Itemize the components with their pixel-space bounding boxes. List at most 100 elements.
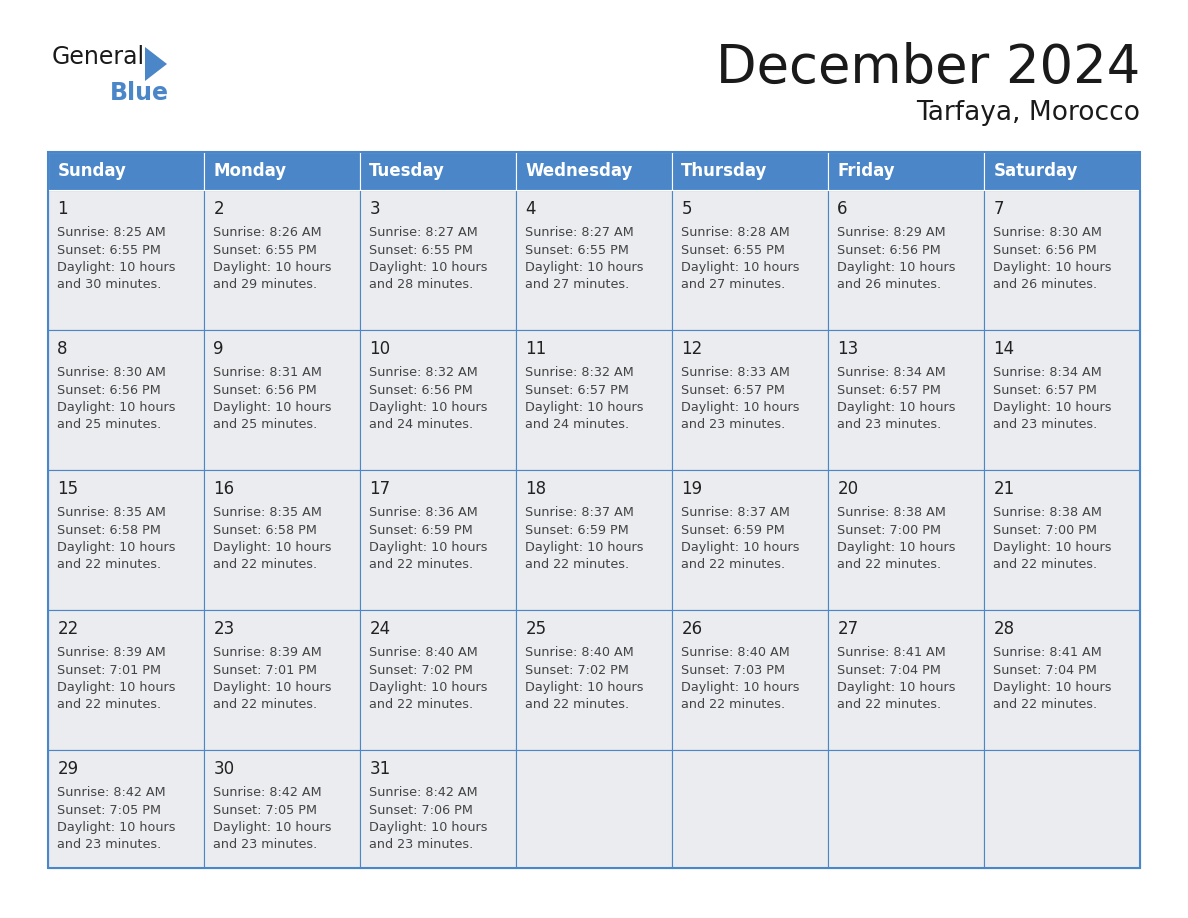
Text: Sunrise: 8:35 AM
Sunset: 6:58 PM
Daylight: 10 hours
and 22 minutes.: Sunrise: 8:35 AM Sunset: 6:58 PM Dayligh…: [214, 506, 331, 572]
Text: Sunrise: 8:30 AM
Sunset: 6:56 PM
Daylight: 10 hours
and 25 minutes.: Sunrise: 8:30 AM Sunset: 6:56 PM Dayligh…: [57, 366, 176, 431]
Text: Sunrise: 8:38 AM
Sunset: 7:00 PM
Daylight: 10 hours
and 22 minutes.: Sunrise: 8:38 AM Sunset: 7:00 PM Dayligh…: [838, 506, 956, 572]
Text: Sunrise: 8:40 AM
Sunset: 7:02 PM
Daylight: 10 hours
and 22 minutes.: Sunrise: 8:40 AM Sunset: 7:02 PM Dayligh…: [369, 646, 488, 711]
Text: Sunrise: 8:42 AM
Sunset: 7:05 PM
Daylight: 10 hours
and 23 minutes.: Sunrise: 8:42 AM Sunset: 7:05 PM Dayligh…: [214, 786, 331, 852]
Text: Sunrise: 8:42 AM
Sunset: 7:06 PM
Daylight: 10 hours
and 23 minutes.: Sunrise: 8:42 AM Sunset: 7:06 PM Dayligh…: [369, 786, 488, 852]
Text: Sunrise: 8:32 AM
Sunset: 6:56 PM
Daylight: 10 hours
and 24 minutes.: Sunrise: 8:32 AM Sunset: 6:56 PM Dayligh…: [369, 366, 488, 431]
Bar: [516, 152, 672, 190]
Bar: [516, 190, 672, 330]
Text: 30: 30: [214, 760, 234, 778]
Text: Sunrise: 8:39 AM
Sunset: 7:01 PM
Daylight: 10 hours
and 22 minutes.: Sunrise: 8:39 AM Sunset: 7:01 PM Dayligh…: [57, 646, 176, 711]
Text: Sunrise: 8:32 AM
Sunset: 6:57 PM
Daylight: 10 hours
and 24 minutes.: Sunrise: 8:32 AM Sunset: 6:57 PM Dayligh…: [525, 366, 644, 431]
Bar: [48, 152, 204, 190]
Text: 27: 27: [838, 620, 859, 638]
Bar: [672, 152, 828, 190]
Bar: [360, 750, 516, 868]
Bar: [672, 470, 828, 610]
Text: Monday: Monday: [214, 162, 286, 180]
Text: 2: 2: [214, 200, 225, 218]
Text: 13: 13: [838, 340, 859, 358]
Text: 17: 17: [369, 480, 391, 498]
Bar: [828, 470, 984, 610]
Text: Sunday: Sunday: [57, 162, 126, 180]
Text: Sunrise: 8:34 AM
Sunset: 6:57 PM
Daylight: 10 hours
and 23 minutes.: Sunrise: 8:34 AM Sunset: 6:57 PM Dayligh…: [993, 366, 1112, 431]
Text: Tuesday: Tuesday: [369, 162, 446, 180]
Text: 10: 10: [369, 340, 391, 358]
Bar: [516, 750, 672, 868]
Text: 31: 31: [369, 760, 391, 778]
Bar: [828, 610, 984, 750]
Bar: [984, 750, 1140, 868]
Bar: [516, 610, 672, 750]
Bar: [672, 750, 828, 868]
Bar: [360, 330, 516, 470]
Bar: [48, 152, 1140, 868]
Text: Saturday: Saturday: [993, 162, 1078, 180]
Text: Sunrise: 8:27 AM
Sunset: 6:55 PM
Daylight: 10 hours
and 28 minutes.: Sunrise: 8:27 AM Sunset: 6:55 PM Dayligh…: [369, 226, 488, 292]
Bar: [828, 190, 984, 330]
Bar: [360, 610, 516, 750]
Bar: [204, 610, 360, 750]
Text: 24: 24: [369, 620, 391, 638]
Text: Sunrise: 8:39 AM
Sunset: 7:01 PM
Daylight: 10 hours
and 22 minutes.: Sunrise: 8:39 AM Sunset: 7:01 PM Dayligh…: [214, 646, 331, 711]
Text: 21: 21: [993, 480, 1015, 498]
Text: 23: 23: [214, 620, 234, 638]
Bar: [360, 470, 516, 610]
Text: Friday: Friday: [838, 162, 895, 180]
Bar: [360, 152, 516, 190]
Text: Sunrise: 8:40 AM
Sunset: 7:03 PM
Daylight: 10 hours
and 22 minutes.: Sunrise: 8:40 AM Sunset: 7:03 PM Dayligh…: [682, 646, 800, 711]
Bar: [828, 330, 984, 470]
Text: Sunrise: 8:34 AM
Sunset: 6:57 PM
Daylight: 10 hours
and 23 minutes.: Sunrise: 8:34 AM Sunset: 6:57 PM Dayligh…: [838, 366, 956, 431]
Text: Sunrise: 8:35 AM
Sunset: 6:58 PM
Daylight: 10 hours
and 22 minutes.: Sunrise: 8:35 AM Sunset: 6:58 PM Dayligh…: [57, 506, 176, 572]
Text: 18: 18: [525, 480, 546, 498]
Bar: [828, 152, 984, 190]
Text: Sunrise: 8:37 AM
Sunset: 6:59 PM
Daylight: 10 hours
and 22 minutes.: Sunrise: 8:37 AM Sunset: 6:59 PM Dayligh…: [682, 506, 800, 572]
Text: 1: 1: [57, 200, 68, 218]
Text: Sunrise: 8:30 AM
Sunset: 6:56 PM
Daylight: 10 hours
and 26 minutes.: Sunrise: 8:30 AM Sunset: 6:56 PM Dayligh…: [993, 226, 1112, 292]
Text: Sunrise: 8:28 AM
Sunset: 6:55 PM
Daylight: 10 hours
and 27 minutes.: Sunrise: 8:28 AM Sunset: 6:55 PM Dayligh…: [682, 226, 800, 292]
Text: Sunrise: 8:40 AM
Sunset: 7:02 PM
Daylight: 10 hours
and 22 minutes.: Sunrise: 8:40 AM Sunset: 7:02 PM Dayligh…: [525, 646, 644, 711]
Text: Wednesday: Wednesday: [525, 162, 633, 180]
Bar: [48, 330, 204, 470]
Text: Sunrise: 8:37 AM
Sunset: 6:59 PM
Daylight: 10 hours
and 22 minutes.: Sunrise: 8:37 AM Sunset: 6:59 PM Dayligh…: [525, 506, 644, 572]
Text: 8: 8: [57, 340, 68, 358]
Bar: [672, 610, 828, 750]
Bar: [672, 190, 828, 330]
Text: Sunrise: 8:31 AM
Sunset: 6:56 PM
Daylight: 10 hours
and 25 minutes.: Sunrise: 8:31 AM Sunset: 6:56 PM Dayligh…: [214, 366, 331, 431]
Text: Sunrise: 8:36 AM
Sunset: 6:59 PM
Daylight: 10 hours
and 22 minutes.: Sunrise: 8:36 AM Sunset: 6:59 PM Dayligh…: [369, 506, 488, 572]
Bar: [984, 470, 1140, 610]
Bar: [204, 152, 360, 190]
Text: 28: 28: [993, 620, 1015, 638]
Text: 7: 7: [993, 200, 1004, 218]
Text: Sunrise: 8:41 AM
Sunset: 7:04 PM
Daylight: 10 hours
and 22 minutes.: Sunrise: 8:41 AM Sunset: 7:04 PM Dayligh…: [838, 646, 956, 711]
Bar: [48, 750, 204, 868]
Bar: [828, 750, 984, 868]
Text: Thursday: Thursday: [682, 162, 767, 180]
Bar: [48, 190, 204, 330]
Text: Sunrise: 8:25 AM
Sunset: 6:55 PM
Daylight: 10 hours
and 30 minutes.: Sunrise: 8:25 AM Sunset: 6:55 PM Dayligh…: [57, 226, 176, 292]
Bar: [204, 470, 360, 610]
Text: 12: 12: [682, 340, 702, 358]
Bar: [984, 330, 1140, 470]
Text: 15: 15: [57, 480, 78, 498]
Bar: [204, 750, 360, 868]
Bar: [672, 330, 828, 470]
Text: 6: 6: [838, 200, 848, 218]
Bar: [360, 190, 516, 330]
Text: 9: 9: [214, 340, 223, 358]
Text: Tarfaya, Morocco: Tarfaya, Morocco: [916, 100, 1140, 126]
Bar: [516, 330, 672, 470]
Text: 5: 5: [682, 200, 691, 218]
Text: 14: 14: [993, 340, 1015, 358]
Text: 29: 29: [57, 760, 78, 778]
Text: 22: 22: [57, 620, 78, 638]
Text: 11: 11: [525, 340, 546, 358]
Polygon shape: [145, 47, 168, 81]
Bar: [204, 330, 360, 470]
Text: Blue: Blue: [110, 81, 169, 105]
Bar: [984, 190, 1140, 330]
Text: Sunrise: 8:38 AM
Sunset: 7:00 PM
Daylight: 10 hours
and 22 minutes.: Sunrise: 8:38 AM Sunset: 7:00 PM Dayligh…: [993, 506, 1112, 572]
Bar: [984, 152, 1140, 190]
Text: 25: 25: [525, 620, 546, 638]
Text: 19: 19: [682, 480, 702, 498]
Text: Sunrise: 8:41 AM
Sunset: 7:04 PM
Daylight: 10 hours
and 22 minutes.: Sunrise: 8:41 AM Sunset: 7:04 PM Dayligh…: [993, 646, 1112, 711]
